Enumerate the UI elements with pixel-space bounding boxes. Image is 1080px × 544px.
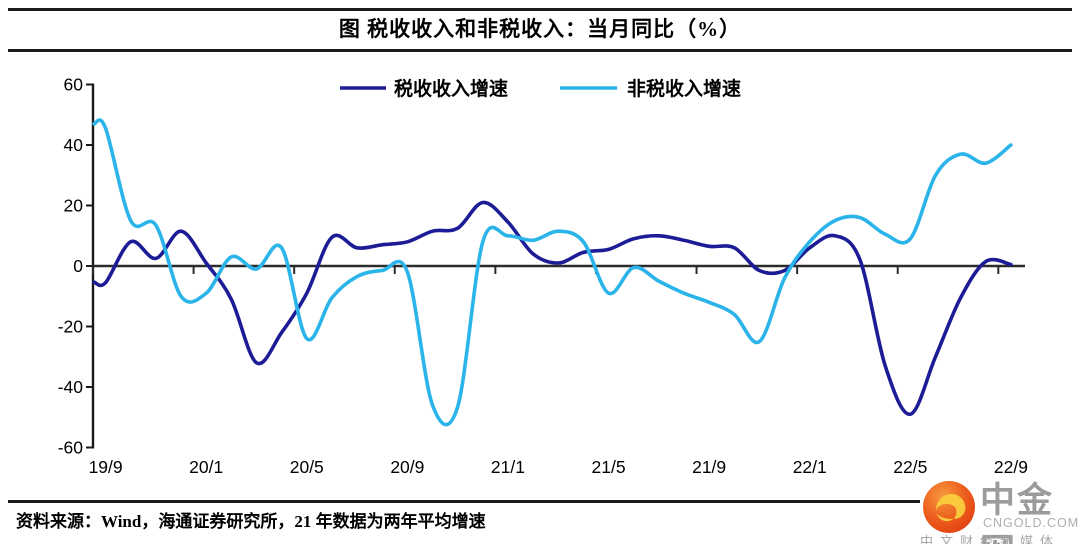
cngold-logo: 中金网 CNGOLD.COM.CN 中文财经新媒体 xyxy=(920,478,1080,544)
tax-revenue-growth-line xyxy=(92,200,1013,416)
x-axis-tick-label: 22/1 xyxy=(793,457,827,477)
x-axis-tick-label: 20/1 xyxy=(189,457,223,477)
x-axis-tick-label: 19/9 xyxy=(89,457,123,477)
x-axis-tick-label: 20/9 xyxy=(390,457,424,477)
x-axis-tick-label: 22/9 xyxy=(994,457,1028,477)
cngold-logo-icon xyxy=(923,481,975,533)
logo-tagline: 中文财经新媒体 xyxy=(920,534,1061,544)
footer-rule xyxy=(8,500,1072,503)
legend-label-non-tax: 非税收入增速 xyxy=(627,77,741,100)
title-band-top-rule xyxy=(8,8,1072,11)
y-axis-tick-label: -40 xyxy=(58,377,84,397)
y-axis-tick-label: 40 xyxy=(64,135,84,155)
data-source-note: 资料来源：Wind，海通证券研究所，21 年数据为两年平均增速 xyxy=(16,512,486,531)
y-axis-tick-label: -60 xyxy=(58,438,84,458)
non-tax-revenue-growth-line xyxy=(92,118,1013,427)
y-axis-tick-label: 20 xyxy=(64,196,84,216)
x-axis-tick-label: 20/5 xyxy=(290,457,324,477)
title-band-bottom-rule xyxy=(8,49,1072,52)
y-axis-tick-label: 60 xyxy=(64,75,84,95)
y-axis-tick-label: -20 xyxy=(58,317,84,337)
logo-domain: CNGOLD.COM.CN xyxy=(983,516,1080,530)
x-axis-tick-label: 21/1 xyxy=(491,457,525,477)
y-axis-tick-label: 0 xyxy=(73,256,83,276)
x-axis-tick-label: 21/5 xyxy=(592,457,626,477)
x-axis-tick-label: 21/9 xyxy=(692,457,726,477)
legend-label-tax: 税收收入增速 xyxy=(394,77,508,100)
logo-wordmark: 中金网 xyxy=(980,481,1055,544)
x-axis-tick-label: 22/5 xyxy=(893,457,927,477)
chart-title: 图 税收收入和非税收入：当月同比（%） xyxy=(338,17,742,41)
